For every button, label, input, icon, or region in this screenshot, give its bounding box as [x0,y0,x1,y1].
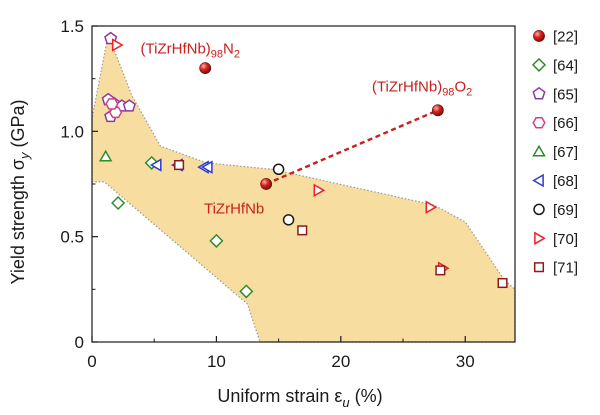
x-tick-label: 0 [87,352,96,371]
y-axis-title: Yield strength σy (GPa) [8,99,32,284]
data-point-s7-p1 [313,183,326,198]
x-axis-title: Uniform strain εu (%) [217,386,382,410]
legend-marker-6 [533,203,545,216]
data-point-s0-p0 [199,62,212,75]
data-point-s0-p2 [260,178,273,190]
data-point-s2-p4 [122,99,136,112]
data-point-s8-p2 [435,265,446,276]
data-point-s3-p1 [105,98,119,110]
legend-label-4: [67] [553,144,578,161]
legend: [22] [64] [65] [66] [67] [68] [69] [70] [71] [531,29,578,277]
x-tick-label: 20 [331,352,350,371]
annotation-1: (TiZrHfNb)98O2 [372,78,472,98]
data-point-s1-p2 [209,233,224,248]
x-tick-label: 10 [207,352,226,371]
trend-line-layer [265,109,439,186]
annotation-0: (TiZrHfNb)98N2 [141,40,240,60]
data-point-s8-p1 [297,225,308,236]
data-point-s8-p0 [174,159,185,171]
legend-marker-7 [534,231,546,246]
legend-label-8: [71] [553,260,578,277]
legend-label-3: [66] [553,115,578,132]
y-tick-label: 1.0 [60,122,84,141]
x-tick-label: 30 [456,352,475,371]
data-point-s6-p1 [282,214,295,226]
data-point-s6-p0 [272,163,285,176]
shaded-region [91,32,516,343]
legend-label-0: [22] [553,29,578,46]
axis-titles: Uniform strain εu (%) Yield strength σy … [8,99,383,410]
data-point-s3-p0 [108,106,123,119]
legend-label-6: [69] [553,202,578,219]
data-point-s1-p0 [111,195,126,211]
data-point-s5-p0 [149,158,162,172]
shaded-region-layer [91,32,516,343]
legend-label-1: [64] [553,57,578,74]
legend-marker-1 [531,57,547,72]
legend-marker-3 [532,116,546,129]
data-point-s0-p1 [431,104,444,117]
legend-label-7: [70] [553,231,578,248]
legend-label-5: [68] [553,173,578,190]
legend-marker-5 [532,173,544,188]
data-markers [98,31,508,299]
legend-marker-0 [533,30,545,42]
trend-line [265,109,439,186]
plot-frame: 0 10 20 30 0 0.5 1.0 1.5 [60,17,516,371]
data-point-s7-p0 [111,38,124,52]
data-point-s7-p2 [425,200,438,214]
y-tick-label: 1.5 [60,17,84,36]
legend-marker-4 [532,144,546,157]
legend-label-2: [65] [553,86,578,103]
annotation-layer: (TiZrHfNb)98N2 (TiZrHfNb)98O2 TiZrHfNb [141,40,473,217]
annotation-2: TiZrHfNb [204,200,264,217]
data-point-s8-p3 [497,277,508,289]
y-tick-label: 0 [75,333,84,352]
y-tick-label: 0.5 [60,228,84,247]
legend-marker-2 [532,86,546,100]
legend-marker-8 [533,262,545,273]
data-point-s1-p3 [239,284,254,299]
data-point-s4-p0 [98,149,113,162]
data-point-s5-p3 [200,160,213,174]
